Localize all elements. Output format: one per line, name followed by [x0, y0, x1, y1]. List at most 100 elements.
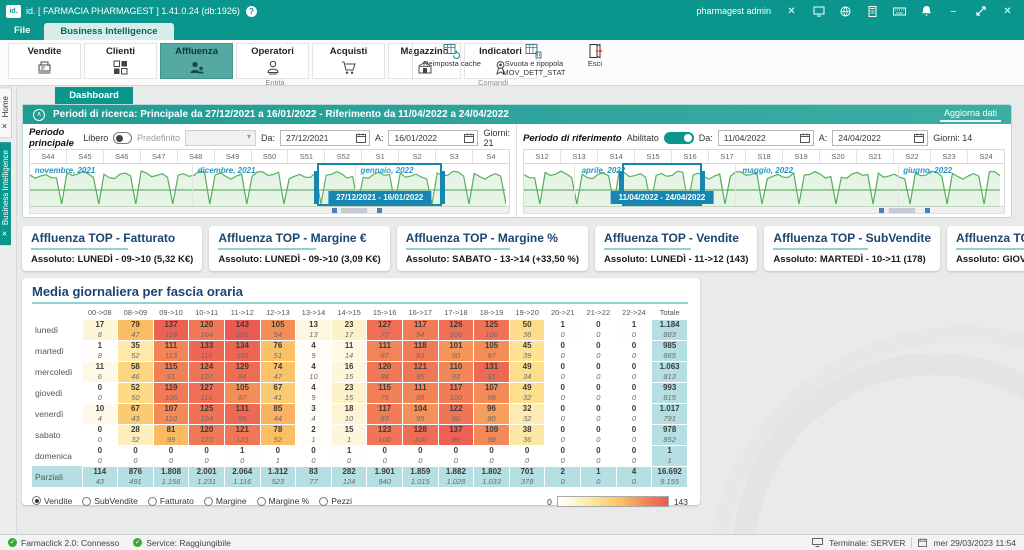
main-from-input[interactable] — [283, 132, 356, 144]
ribbon-tab-acquisti[interactable]: Acquisti — [312, 43, 385, 79]
week-cell-s49[interactable]: S49 — [215, 150, 252, 163]
main-from-datebox[interactable] — [279, 130, 370, 146]
metric-radio-vendite[interactable]: Vendite — [32, 495, 72, 506]
scroll-right-button[interactable] — [924, 208, 930, 213]
predefined-period-select[interactable] — [184, 130, 256, 146]
week-cell-s21[interactable]: S21 — [857, 150, 894, 163]
metric-radio-margine[interactable]: Margine % — [256, 496, 309, 506]
week-cell-s47[interactable]: S47 — [141, 150, 178, 163]
metric-radio-pezzi[interactable]: Pezzi — [319, 496, 352, 506]
refresh-data-button[interactable]: Aggiorna dati — [939, 108, 1001, 122]
week-cell-s16[interactable]: S16 — [672, 150, 709, 163]
ref-selection-range[interactable]: 11/04/2022 - 24/04/2022 — [610, 163, 714, 206]
sidebar-tab-business-intelligence[interactable]: ✕ Business Intelligence — [0, 142, 11, 246]
selection-left-handle[interactable] — [619, 171, 625, 204]
notifications-bell-icon[interactable] — [920, 5, 933, 18]
tab-business-intelligence[interactable]: Business Intelligence — [44, 23, 174, 40]
week-cell-s44[interactable]: S44 — [30, 150, 67, 163]
command-svuota-e-ripopola-mov-dett-stat[interactable]: Svuota e ripopola MOV_DETT_STAT — [488, 43, 580, 77]
kpi-card-title: Affluenza TOP - SubVendite — [773, 231, 931, 245]
scroll-left-button[interactable] — [331, 208, 337, 213]
help-icon[interactable]: ? — [245, 5, 257, 17]
ref-timeline-scrollbar[interactable] — [523, 207, 1005, 214]
abilitato-toggle[interactable] — [663, 132, 694, 144]
main-selection-label: 27/12/2021 - 16/01/2022 — [328, 191, 432, 204]
sidebar-tab-label: Home — [1, 96, 10, 118]
selection-left-handle[interactable] — [314, 171, 320, 204]
week-cell-s3[interactable]: S3 — [436, 150, 474, 163]
menu-file[interactable]: File — [14, 25, 31, 36]
ref-from-input[interactable] — [721, 132, 794, 144]
calendar-icon[interactable] — [355, 133, 366, 143]
metric-radio-subvendite[interactable]: SubVendite — [82, 496, 138, 506]
heatmap-cell: 105 97 — [473, 339, 510, 362]
ribbon-tab-affluenza[interactable]: Affluenza — [160, 43, 233, 79]
libero-predefinito-toggle[interactable] — [113, 132, 132, 144]
week-cell-s23[interactable]: S23 — [931, 150, 968, 163]
main-to-datebox[interactable] — [388, 130, 479, 146]
week-cell-s22[interactable]: S22 — [894, 150, 931, 163]
metric-radio-margine[interactable]: Margine — [203, 496, 247, 506]
close-icon[interactable]: ✕ — [1003, 5, 1012, 17]
logout-icon[interactable]: ✕ — [787, 5, 796, 17]
week-cell-s20[interactable]: S20 — [820, 150, 857, 163]
remote-desktop-icon[interactable] — [812, 5, 825, 18]
main-to-input[interactable] — [392, 132, 465, 144]
metric-radio-fatturato[interactable]: Fatturato — [147, 496, 194, 506]
scroll-left-button[interactable] — [879, 208, 885, 213]
calculator-icon[interactable] — [866, 5, 879, 18]
ribbon-tab-indicatori[interactable]: Indicatori — [464, 43, 537, 79]
week-cell-s19[interactable]: S19 — [783, 150, 820, 163]
command-reimposta-cache[interactable]: Reimposta cache — [420, 43, 484, 69]
calendar-icon[interactable] — [914, 133, 925, 143]
maximize-icon[interactable] — [974, 5, 987, 18]
main-period-timeline[interactable]: novembre, 2021 dicembre, 2021 gennaio, 202… — [29, 163, 510, 208]
sidebar-tab-home[interactable]: ✕ Home — [0, 87, 12, 139]
week-cell-s2[interactable]: S2 — [399, 150, 437, 163]
week-cell-s24[interactable]: S24 — [979, 152, 993, 161]
logged-user: pharmagest admin — [696, 6, 771, 16]
reference-period-timeline[interactable]: aprile, 2022 maggio, 2022 giugno, 2022 11/… — [523, 163, 1005, 208]
week-cell-s45[interactable]: S45 — [67, 150, 104, 163]
heatmap-cell: 131 91 — [473, 360, 510, 383]
collapse-panel-icon[interactable]: ∧ — [33, 108, 45, 121]
menu-bar: File Business Intelligence — [0, 22, 1024, 40]
week-cell-s14[interactable]: S14 — [598, 150, 635, 163]
tab-dashboard[interactable]: Dashboard — [55, 87, 133, 104]
calendar-icon[interactable] — [464, 133, 475, 143]
week-cell-s18[interactable]: S18 — [746, 150, 783, 163]
ribbon-tab-clienti[interactable]: Clienti — [84, 43, 157, 79]
ref-from-datebox[interactable] — [717, 130, 814, 146]
week-cell-s52[interactable]: S52 — [325, 150, 363, 163]
scroll-handle[interactable] — [888, 208, 915, 213]
week-cell-s13[interactable]: S13 — [561, 150, 598, 163]
week-cell-s4[interactable]: S4 — [486, 152, 496, 161]
ref-to-input[interactable] — [836, 132, 909, 144]
scroll-handle[interactable] — [341, 208, 368, 213]
keyboard-icon[interactable] — [893, 5, 906, 18]
main-selection-range[interactable]: 27/12/2021 - 16/01/2022 — [314, 163, 445, 206]
week-cell-s48[interactable]: S48 — [178, 150, 215, 163]
selection-right-handle[interactable] — [699, 171, 705, 204]
week-cell-s15[interactable]: S15 — [635, 150, 672, 163]
selection-right-handle[interactable] — [439, 171, 445, 204]
scroll-right-button[interactable] — [377, 208, 383, 213]
week-cell-s46[interactable]: S46 — [104, 150, 141, 163]
globe-icon[interactable] — [839, 5, 852, 18]
close-tab-icon[interactable]: ✕ — [1, 121, 9, 130]
week-cell-s1[interactable]: S1 — [362, 150, 400, 163]
week-cell-s12[interactable]: S12 — [524, 150, 561, 163]
week-cell-s17[interactable]: S17 — [709, 150, 746, 163]
command-esci[interactable]: Esci — [584, 43, 606, 69]
close-tab-icon[interactable]: ✕ — [1, 229, 9, 238]
ribbon-tab-operatori[interactable]: Operatori — [236, 43, 309, 79]
minimize-icon[interactable]: – — [950, 5, 957, 17]
row-label: mercoledì — [35, 366, 73, 377]
week-cell-s50[interactable]: S50 — [252, 150, 289, 163]
week-cell-s51[interactable]: S51 — [288, 150, 326, 163]
main-timeline-scrollbar[interactable] — [29, 207, 510, 214]
calendar-icon[interactable] — [799, 133, 810, 143]
ref-to-datebox[interactable] — [832, 130, 929, 146]
ribbon-tab-vendite[interactable]: Vendite — [8, 43, 81, 79]
ribbon-tab-magazzino[interactable]: Magazzino — [388, 43, 461, 79]
